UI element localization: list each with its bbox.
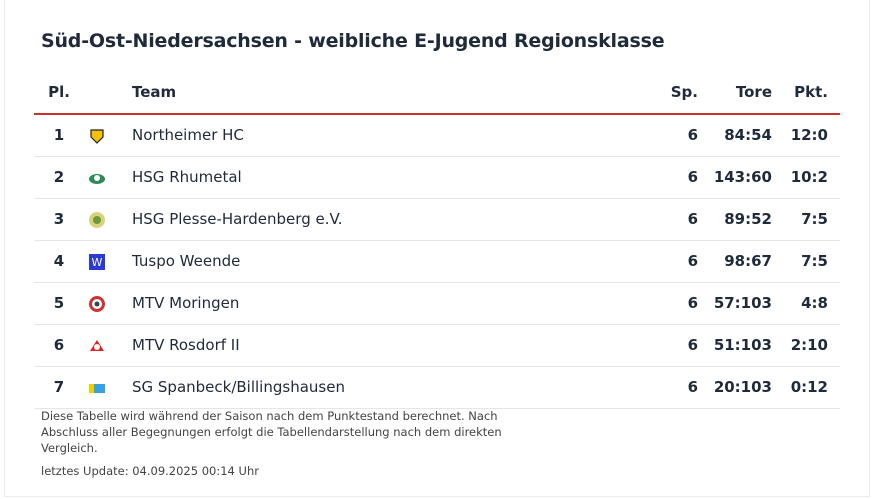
- pl-cell: 6: [53, 336, 65, 354]
- table-row[interactable]: 7 SG Spanbeck/Billingshausen 6 20:103 0:12: [34, 367, 840, 409]
- pl-cell: 2: [53, 168, 65, 186]
- pkt-cell: 4:8: [801, 294, 828, 312]
- sp-cell: 6: [687, 252, 698, 270]
- pkt-cell: 7:5: [801, 252, 828, 270]
- header-cell: Pkt.: [794, 83, 828, 101]
- team-logo: [90, 340, 104, 351]
- table-row[interactable]: 4 Tuspo Weende 6 98:67 7:5 W: [34, 241, 840, 283]
- tore-cell: 51:103: [713, 336, 772, 354]
- header-cell: Tore: [735, 83, 772, 101]
- table-header: Pl. Team Sp. Tore Pkt.: [34, 72, 840, 115]
- header-cell: Pl.: [48, 83, 70, 101]
- team-cell: HSG Plesse-Hardenberg e.V.: [132, 210, 343, 228]
- sp-cell: 6: [687, 126, 698, 144]
- team-logo: [89, 384, 105, 393]
- footnote: Diese Tabelle wird während der Saison na…: [41, 409, 502, 455]
- pl-cell: 4: [53, 252, 65, 270]
- team-cell: SG Spanbeck/Billingshausen: [132, 378, 345, 396]
- team-logo: W: [89, 254, 105, 270]
- team-cell: Tuspo Weende: [132, 252, 241, 270]
- sp-cell: 6: [687, 336, 698, 354]
- svg-text:W: W: [92, 256, 103, 269]
- pkt-cell: 10:2: [790, 168, 828, 186]
- team-cell: MTV Rosdorf II: [132, 336, 240, 354]
- pl-cell: 7: [53, 378, 65, 396]
- team-logo: [90, 129, 104, 144]
- team-logo: [89, 296, 105, 312]
- team-cell: HSG Rhumetal: [132, 168, 242, 186]
- table-title: Süd-Ost-Niedersachsen - weibliche E-Juge…: [41, 30, 665, 52]
- standings-table: Pl. Team Sp. Tore Pkt. 1 Northeimer HC 6 84…: [34, 72, 840, 409]
- tore-cell: 143:60: [713, 168, 772, 186]
- table-row[interactable]: 5 MTV Moringen 6 57:103 4:8: [34, 283, 840, 325]
- pkt-cell: 7:5: [801, 210, 828, 228]
- pkt-cell: 2:10: [790, 336, 828, 354]
- team-logo: [89, 174, 105, 184]
- pl-cell: 1: [53, 126, 65, 144]
- pkt-cell: 12:0: [790, 126, 828, 144]
- sp-cell: 6: [687, 210, 698, 228]
- pkt-cell: 0:12: [790, 378, 828, 396]
- sp-cell: 6: [687, 168, 698, 186]
- team-cell: Northeimer HC: [132, 126, 244, 144]
- sp-cell: 6: [687, 294, 698, 312]
- pl-cell: 3: [53, 210, 65, 228]
- tore-cell: 57:103: [713, 294, 772, 312]
- tore-cell: 20:103: [713, 378, 772, 396]
- header-cell: Sp.: [670, 83, 698, 101]
- table-row[interactable]: 3 HSG Plesse-Hardenberg e.V. 6 89:52 7:5: [34, 199, 840, 241]
- table-row[interactable]: 6 MTV Rosdorf II 6 51:103 2:10: [34, 325, 840, 367]
- header-cell: Team: [132, 83, 177, 101]
- update-time: letztes Update: 04.09.2025 00:14 Uhr: [41, 464, 259, 478]
- tore-cell: 89:52: [724, 210, 772, 228]
- card: Süd-Ost-Niedersachsen - weibliche E-Juge…: [4, 0, 870, 497]
- team-logo: [89, 212, 105, 228]
- tore-cell: 84:54: [724, 126, 772, 144]
- tore-cell: 98:67: [724, 252, 772, 270]
- table-row[interactable]: 1 Northeimer HC 6 84:54 12:0: [34, 115, 840, 157]
- team-cell: MTV Moringen: [132, 294, 240, 312]
- sp-cell: 6: [687, 378, 698, 396]
- table-row[interactable]: 2 HSG Rhumetal 6 143:60 10:2: [34, 157, 840, 199]
- pl-cell: 5: [53, 294, 65, 312]
